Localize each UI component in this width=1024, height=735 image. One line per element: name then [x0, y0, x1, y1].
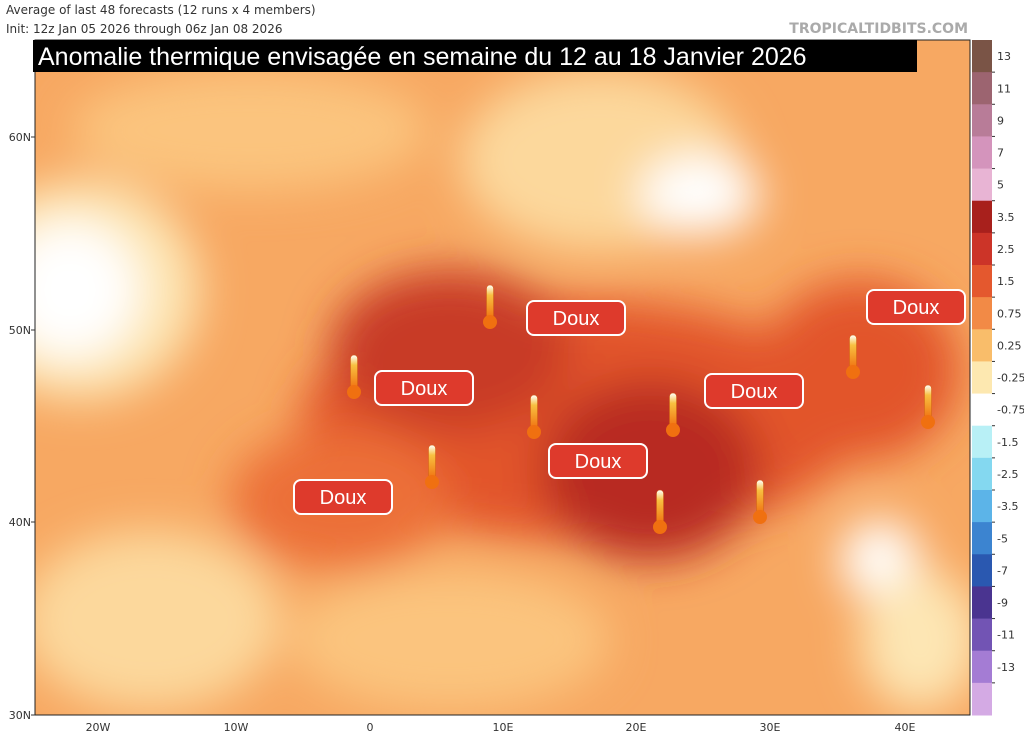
lat-label: 60N	[9, 131, 31, 144]
colorbar-label: -13	[997, 661, 1015, 674]
thermometer-bulb	[527, 425, 541, 439]
badge-label: Doux	[575, 451, 622, 473]
colorbar-label: -0.75	[997, 404, 1024, 417]
colorbar-swatch	[972, 297, 992, 330]
colorbar-label: -3.5	[997, 500, 1018, 513]
title: Anomalie thermique envisagée en semaine …	[38, 43, 807, 71]
colorbar-label: -5	[997, 532, 1008, 545]
colorbar-swatch	[972, 554, 992, 587]
colorbar-label: 7	[997, 147, 1004, 160]
lat-label: 50N	[9, 324, 31, 337]
colorbar-label: -9	[997, 597, 1008, 610]
colorbar-label: 13	[997, 50, 1011, 63]
badge-label: Doux	[731, 381, 778, 403]
lon-label: 10E	[493, 721, 514, 734]
colorbar-swatch	[972, 104, 992, 137]
badge-bg	[548, 443, 648, 479]
colorbar-swatch	[972, 586, 992, 620]
map-area	[35, 40, 970, 715]
colorbar: 13 11 9 7 5 3.5 2.5 1.5 0.75 0.25 -0.25 -0.75 -1.5 -2…	[972, 40, 1024, 716]
colorbar-label: -2.5	[997, 468, 1018, 481]
badge-label: Doux	[401, 378, 448, 400]
thermometer-tube	[669, 392, 677, 428]
thermometer-tube	[486, 284, 494, 320]
colorbar-label: 0.75	[997, 307, 1022, 320]
thermometer-bulb	[666, 423, 680, 437]
colorbar-swatch	[972, 618, 992, 652]
badge-bg	[526, 300, 626, 336]
badge-label: Doux	[320, 487, 367, 509]
thermometer-bulb	[753, 510, 767, 524]
colorbar-label: 3.5	[997, 211, 1015, 224]
colorbar-label: -11	[997, 629, 1015, 642]
colorbar-swatch	[972, 136, 992, 170]
badge-label: Doux	[553, 308, 600, 330]
colorbar-swatch	[972, 265, 992, 298]
header-line2: Init: 12z Jan 05 2026 through 06z Jan 08…	[6, 22, 282, 36]
thermometer-tube	[756, 479, 764, 515]
colorbar-swatch	[972, 40, 992, 73]
badge-bg	[374, 370, 474, 406]
title-bg	[33, 40, 917, 72]
badge-bg	[704, 373, 804, 409]
lat-label: 30N	[9, 709, 31, 722]
thermometer-tube	[924, 384, 932, 420]
colorbar-swatch	[972, 72, 992, 105]
colorbar-swatch	[972, 425, 992, 459]
thermometer-bulb	[425, 475, 439, 489]
colorbar-label: 1.5	[997, 275, 1015, 288]
thermometer-tube	[849, 334, 857, 370]
badge-bg	[866, 289, 966, 325]
colorbar-swatch	[972, 361, 992, 395]
colorbar-swatch	[972, 168, 992, 202]
colorbar-swatch	[972, 329, 992, 362]
colorbar-label: -7	[997, 564, 1008, 577]
colorbar-swatch	[972, 232, 992, 266]
lat-label: 40N	[9, 516, 31, 529]
thermometer-tube	[656, 489, 664, 525]
colorbar-label: -1.5	[997, 436, 1018, 449]
colorbar-label: -0.25	[997, 372, 1024, 385]
lon-label: 20W	[86, 721, 111, 734]
colorbar-swatch	[972, 490, 992, 523]
colorbar-label: 2.5	[997, 243, 1015, 256]
thermometer-bulb	[483, 315, 497, 329]
lon-label: 10W	[224, 721, 249, 734]
lon-label: 30E	[760, 721, 781, 734]
watermark: TROPICALTIDBITS.COM	[789, 21, 968, 37]
thermometer-bulb	[653, 520, 667, 534]
lon-label: 40E	[895, 721, 916, 734]
thermometer-tube	[428, 444, 436, 480]
lon-label: 20E	[626, 721, 647, 734]
badge-bg	[293, 479, 393, 515]
thermometer-tube	[530, 394, 538, 430]
colorbar-swatch	[972, 393, 992, 427]
thermometer-bulb	[846, 365, 860, 379]
colorbar-label: 0.25	[997, 339, 1022, 352]
colorbar-label: 5	[997, 179, 1004, 192]
colorbar-swatch	[972, 650, 992, 684]
colorbar-swatch	[972, 522, 992, 555]
colorbar-swatch	[972, 200, 992, 234]
lon-label: 0	[367, 721, 374, 734]
thermometer-tube	[350, 354, 358, 390]
thermometer-bulb	[347, 385, 361, 399]
colorbar-swatch	[972, 457, 992, 491]
colorbar-label: 9	[997, 114, 1004, 127]
colorbar-swatch	[972, 682, 992, 716]
colorbar-label: 11	[997, 82, 1011, 95]
thermometer-bulb	[921, 415, 935, 429]
header-line1: Average of last 48 forecasts (12 runs x …	[6, 3, 316, 17]
badge-label: Doux	[893, 297, 940, 319]
